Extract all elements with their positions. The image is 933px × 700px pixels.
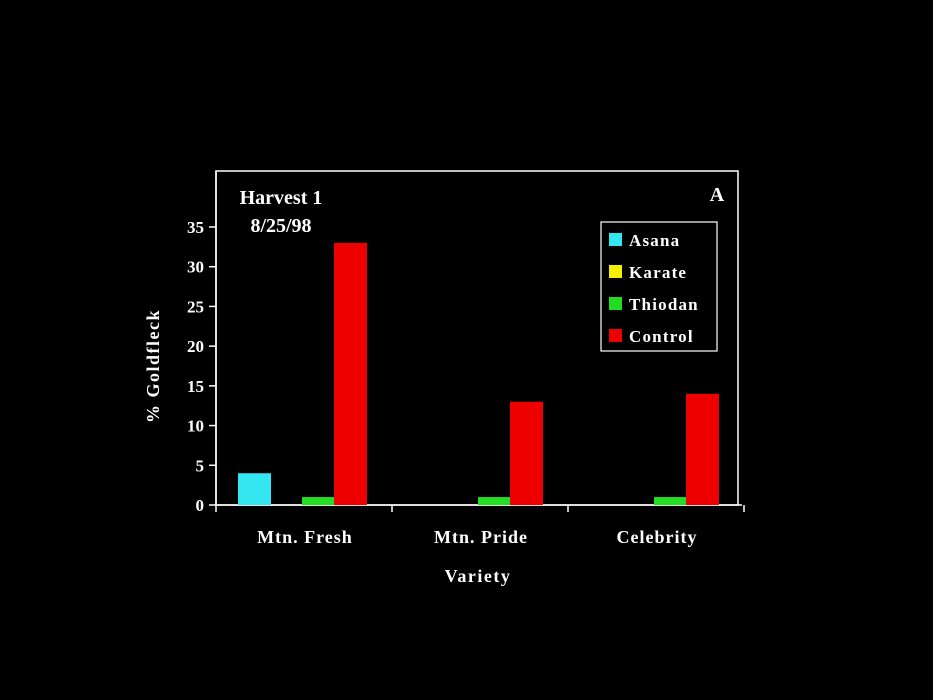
y-tick-label-1: 5: [196, 456, 205, 475]
legend-swatch-thiodan: [609, 297, 622, 310]
x-axis-ticks: [215, 505, 745, 512]
legend-label-karate: Karate: [629, 263, 687, 282]
annotation-harvest: Harvest 1: [240, 187, 323, 209]
legend-label-thiodan: Thiodan: [629, 295, 699, 314]
y-tick-label-7: 35: [187, 218, 204, 237]
category-labels: Mtn. Fresh Mtn. Pride Celebrity: [257, 527, 698, 547]
bar-control-1: [510, 401, 543, 505]
y-tick-label-0: 0: [196, 496, 205, 515]
y-tick-label-3: 15: [187, 377, 204, 396]
panel-label: A: [710, 184, 725, 206]
legend-swatch-karate: [609, 265, 622, 278]
y-tick-label-4: 20: [187, 337, 204, 356]
legend-label-asana: Asana: [629, 231, 680, 250]
legend: Asana Karate Thiodan Control: [600, 221, 718, 352]
y-tick-label-5: 25: [187, 297, 204, 316]
legend-swatch-control: [609, 329, 622, 342]
y-tick-label-6: 30: [187, 258, 204, 277]
y-axis-title: % Goldfleck: [143, 309, 163, 423]
bar-asana-0: [238, 473, 271, 505]
y-tick-label-2: 10: [187, 417, 204, 436]
legend-swatch-asana: [609, 233, 622, 246]
x-axis-title: Variety: [445, 566, 512, 586]
x-tick-label-2: Celebrity: [617, 527, 698, 547]
y-axis-ticks: 0 5 10 15 20 25 30 35: [187, 218, 216, 515]
x-tick-label-1: Mtn. Pride: [434, 527, 528, 547]
bars: [238, 242, 719, 505]
bar-control-0: [334, 242, 367, 505]
legend-label-control: Control: [629, 327, 694, 346]
bar-control-2: [686, 393, 719, 505]
bar-thiodan-0: [302, 497, 335, 505]
bar-thiodan-2: [654, 497, 687, 505]
x-tick-label-0: Mtn. Fresh: [257, 527, 353, 547]
annotation-date: 8/25/98: [250, 215, 311, 237]
bar-thiodan-1: [478, 497, 511, 505]
